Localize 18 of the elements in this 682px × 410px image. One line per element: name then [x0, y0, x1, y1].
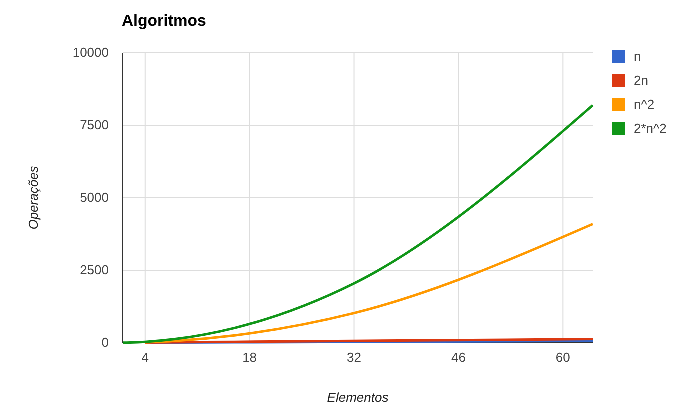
y-tick-label: 5000 [80, 190, 109, 205]
legend-label: 2*n^2 [634, 121, 667, 136]
y-tick-label: 10000 [72, 45, 109, 60]
x-tick-label: 60 [556, 350, 570, 365]
y-tick-label: 0 [102, 335, 109, 350]
legend-label: 2n [634, 73, 648, 88]
x-tick-label: 46 [451, 350, 466, 365]
x-tick-label: 32 [347, 350, 362, 365]
x-tick-label: 4 [142, 350, 149, 365]
y-tick-label: 2500 [80, 262, 109, 278]
legend-label: n^2 [634, 97, 655, 112]
chart-title: Algoritmos [122, 13, 207, 30]
x-tick-label: 18 [242, 350, 258, 365]
y-tick-label: 7500 [80, 118, 109, 132]
legend-label: n [634, 49, 642, 64]
y-axis-title: Operações [26, 166, 41, 230]
x-axis-title: Elementos [327, 390, 390, 405]
line-series [144, 222, 594, 344]
